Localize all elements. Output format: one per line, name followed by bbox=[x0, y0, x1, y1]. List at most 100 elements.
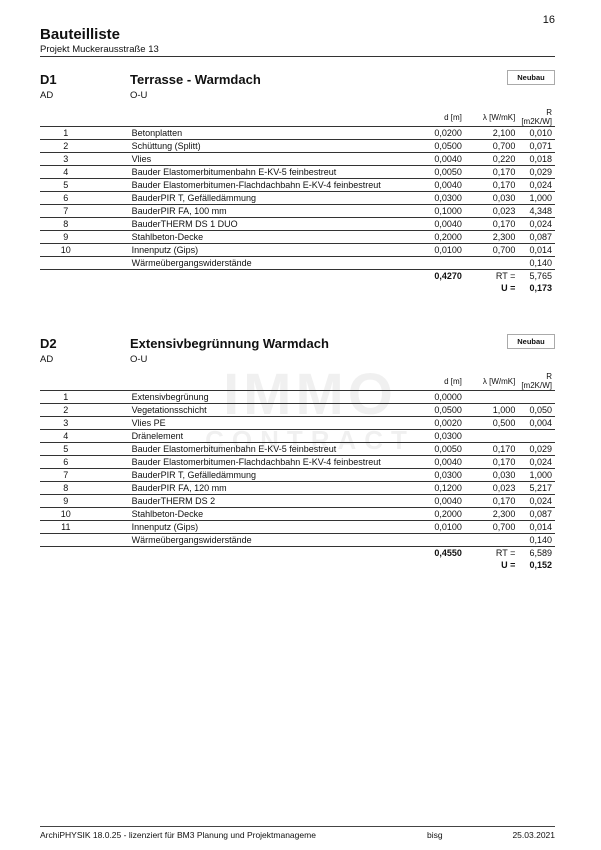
u-label: U = bbox=[501, 283, 516, 293]
layer-resistance: 0,024 bbox=[518, 455, 555, 469]
layer-number: 9 bbox=[40, 494, 92, 508]
layer-name: BauderTHERM DS 2 bbox=[91, 494, 407, 508]
layer-number: 10 bbox=[40, 243, 92, 257]
status-badge: Neubau bbox=[507, 334, 555, 349]
table-row: 9 BauderTHERM DS 2 0,0040 0,170 0,024 bbox=[40, 494, 555, 508]
layer-resistance: 0,024 bbox=[518, 494, 555, 508]
layer-lambda bbox=[464, 256, 519, 270]
table-row: Wärmeübergangswiderstände 0,140 bbox=[40, 533, 555, 547]
layer-lambda: 2,300 bbox=[464, 230, 519, 244]
table-row: 3 Vlies PE 0,0020 0,500 0,004 bbox=[40, 416, 555, 430]
table-row: 1 Betonplatten 0,0200 2,100 0,010 bbox=[40, 126, 555, 140]
table-row: 9 Stahlbeton-Decke 0,2000 2,300 0,087 bbox=[40, 230, 555, 244]
layer-resistance bbox=[518, 390, 555, 404]
layer-thickness: 0,0040 bbox=[406, 178, 465, 192]
layer-table: d [m] λ [W/mK] R [m2K/W] 1 Extensivbegrünung… bbox=[40, 372, 555, 571]
table-body: 1 Extensivbegrünung 0,0000 2 Vegetationsschi… bbox=[40, 390, 555, 572]
header-blank bbox=[91, 108, 407, 127]
layer-thickness: 0,1200 bbox=[406, 481, 465, 495]
section-name: Terrasse - Warmdach bbox=[130, 72, 261, 87]
table-row: 7 BauderPIR FA, 100 mm 0,1000 0,023 4,348 bbox=[40, 204, 555, 218]
layer-lambda: 0,170 bbox=[464, 494, 519, 508]
layer-number: 6 bbox=[40, 191, 92, 205]
total-row: 0,4270 RT = 5,765 bbox=[40, 269, 555, 282]
footer-user: bisg bbox=[427, 830, 443, 840]
layer-lambda bbox=[464, 390, 519, 404]
u-value: 0,152 bbox=[529, 560, 552, 570]
layer-thickness: 0,0040 bbox=[406, 152, 465, 166]
layer-name: Bauder Elastomerbitumenbahn E-KV-5 feinb… bbox=[91, 442, 407, 456]
layer-number: 5 bbox=[40, 442, 92, 456]
layer-lambda: 0,700 bbox=[464, 139, 519, 153]
layer-number: 8 bbox=[40, 481, 92, 495]
rt-label: RT = bbox=[464, 546, 519, 559]
layer-name: Bauder Elastomerbitumenbahn E-KV-5 feinb… bbox=[91, 165, 407, 179]
footer-software: ArchiPHYSIK 18.0.25 - lizenziert für BM3… bbox=[40, 830, 316, 840]
layer-lambda: 0,170 bbox=[464, 217, 519, 231]
project-name: Projekt Muckerausstraße 13 bbox=[40, 44, 159, 55]
layer-thickness: 0,0500 bbox=[406, 403, 465, 417]
table-row: 4 Dränelement 0,0300 bbox=[40, 429, 555, 443]
layer-name: BauderPIR FA, 100 mm bbox=[91, 204, 407, 218]
u-row: U = 0,173 bbox=[40, 282, 555, 294]
layer-thickness: 0,0040 bbox=[406, 494, 465, 508]
table-header: d [m] λ [W/mK] R [m2K/W] bbox=[40, 108, 555, 127]
layer-thickness: 0,2000 bbox=[406, 230, 465, 244]
footer-divider bbox=[40, 826, 555, 827]
layer-lambda bbox=[464, 429, 519, 443]
layer-thickness: 0,0500 bbox=[406, 139, 465, 153]
table-row: 4 Bauder Elastomerbitumenbahn E-KV-5 fein… bbox=[40, 165, 555, 179]
table-row: 3 Vlies 0,0040 0,220 0,018 bbox=[40, 152, 555, 166]
total-row: 0,4550 RT = 6,589 bbox=[40, 546, 555, 559]
layer-thickness: 0,0300 bbox=[406, 468, 465, 482]
section-id: D1 bbox=[40, 72, 57, 87]
table-row: 6 Bauder Elastomerbitumen-Flachdachbahn E… bbox=[40, 455, 555, 469]
rt-value: 6,589 bbox=[518, 546, 555, 559]
table-row: 2 Vegetationsschicht 0,0500 1,000 0,050 bbox=[40, 403, 555, 417]
layer-name: Stahlbeton-Decke bbox=[91, 230, 407, 244]
blank bbox=[40, 269, 92, 282]
total-thickness: 0,4550 bbox=[406, 546, 465, 559]
layer-thickness: 0,0040 bbox=[406, 455, 465, 469]
table-row: 2 Schüttung (Splitt) 0,0500 0,700 0,071 bbox=[40, 139, 555, 153]
layer-resistance: 0,050 bbox=[518, 403, 555, 417]
section-id: D2 bbox=[40, 336, 57, 351]
layer-lambda: 0,700 bbox=[464, 520, 519, 534]
layer-resistance: 1,000 bbox=[518, 191, 555, 205]
u-row: U = 0,152 bbox=[40, 559, 555, 571]
table-row: 11 Innenputz (Gips) 0,0100 0,700 0,014 bbox=[40, 520, 555, 534]
table-row: 8 BauderPIR FA, 120 mm 0,1200 0,023 5,217 bbox=[40, 481, 555, 495]
layer-lambda: 2,300 bbox=[464, 507, 519, 521]
layer-name: Vlies bbox=[91, 152, 407, 166]
layer-name: Innenputz (Gips) bbox=[91, 520, 407, 534]
layer-number: 9 bbox=[40, 230, 92, 244]
layer-lambda: 0,500 bbox=[464, 416, 519, 430]
layer-thickness: 0,0300 bbox=[406, 191, 465, 205]
layer-number: 2 bbox=[40, 403, 92, 417]
layer-name: Extensivbegrünung bbox=[91, 390, 407, 404]
layer-number: 4 bbox=[40, 165, 92, 179]
layer-thickness: 0,0020 bbox=[406, 416, 465, 430]
rt-value: 5,765 bbox=[518, 269, 555, 282]
header-r: R [m2K/W] bbox=[518, 372, 555, 391]
footer-date: 25.03.2021 bbox=[512, 830, 555, 840]
header-d: d [m] bbox=[406, 372, 465, 391]
section-code: AD bbox=[40, 90, 54, 101]
layer-number bbox=[40, 533, 92, 547]
layer-resistance: 0,087 bbox=[518, 230, 555, 244]
table-row: 6 BauderPIR T, Gefälledämmung 0,0300 0,030 1… bbox=[40, 191, 555, 205]
blank bbox=[40, 546, 92, 559]
status-badge: Neubau bbox=[507, 70, 555, 85]
table-row: 10 Innenputz (Gips) 0,0100 0,700 0,014 bbox=[40, 243, 555, 257]
layer-number: 11 bbox=[40, 520, 92, 534]
layer-resistance: 0,018 bbox=[518, 152, 555, 166]
layer-name: BauderPIR FA, 120 mm bbox=[91, 481, 407, 495]
page-title: Bauteilliste bbox=[40, 26, 121, 43]
layer-lambda: 0,220 bbox=[464, 152, 519, 166]
header-blank bbox=[91, 372, 407, 391]
layer-resistance: 0,071 bbox=[518, 139, 555, 153]
layer-name: BauderTHERM DS 1 DUO bbox=[91, 217, 407, 231]
layer-name: Innenputz (Gips) bbox=[91, 243, 407, 257]
header-blank bbox=[40, 372, 92, 391]
layer-name: Vlies PE bbox=[91, 416, 407, 430]
